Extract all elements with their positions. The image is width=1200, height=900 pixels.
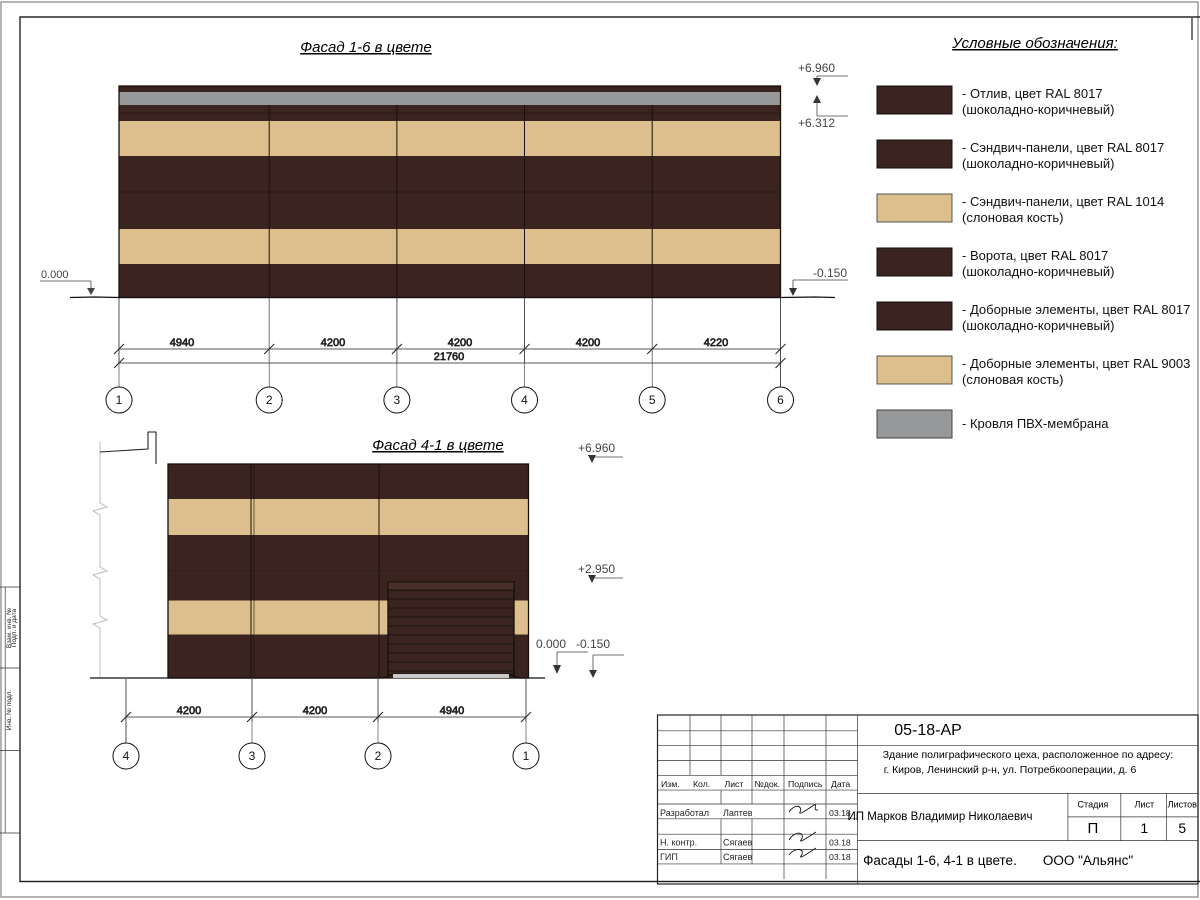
svg-text:03.18: 03.18: [829, 852, 851, 862]
svg-text:Подпись: Подпись: [788, 779, 823, 789]
svg-text:- Доборные элементы, цвет RAL: - Доборные элементы, цвет RAL 9003: [962, 356, 1190, 371]
svg-text:г. Киров, Ленинский р-н, ул.: г. Киров, Ленинский р-н, ул. Потребкоопе…: [884, 764, 1137, 776]
svg-text:5: 5: [649, 393, 656, 407]
svg-text:Сягаев: Сягаев: [723, 838, 752, 848]
svg-text:Стадия: Стадия: [1078, 800, 1109, 810]
svg-text:5: 5: [1178, 820, 1186, 836]
svg-text:4200: 4200: [177, 705, 201, 717]
svg-text:№док.: №док.: [755, 779, 780, 789]
svg-text:(шоколадно-коричневый): (шоколадно-коричневый): [962, 318, 1114, 333]
svg-text:3: 3: [394, 393, 401, 407]
svg-text:(слоновая кость): (слоновая кость): [962, 372, 1063, 387]
svg-text:Здание полиграфического цеха,: Здание полиграфического цеха, расположен…: [883, 749, 1174, 761]
svg-text:Фасады 1-6, 4-1 в цвете.: Фасады 1-6, 4-1 в цвете.: [863, 853, 1017, 868]
svg-text:- Кровля ПВХ-мембрана: - Кровля ПВХ-мембрана: [962, 416, 1109, 431]
svg-text:ГИП: ГИП: [660, 852, 678, 862]
svg-text:Листов: Листов: [1168, 800, 1197, 810]
svg-text:Кол.: Кол.: [693, 779, 710, 789]
svg-text:+6.312: +6.312: [798, 116, 835, 130]
svg-text:(шоколадно-коричневый): (шоколадно-коричневый): [962, 102, 1114, 117]
svg-text:Разработал: Разработал: [660, 808, 709, 818]
svg-text:Лист: Лист: [1135, 800, 1155, 810]
svg-text:Подп. и дата: Подп. и дата: [11, 608, 18, 647]
svg-text:1: 1: [116, 393, 123, 407]
svg-text:4200: 4200: [576, 337, 600, 349]
svg-text:Фасад 4-1 в цвете: Фасад 4-1 в цвете: [372, 437, 504, 454]
svg-text:05-18-АР: 05-18-АР: [894, 722, 962, 739]
svg-text:Дата: Дата: [831, 779, 850, 789]
svg-text:Условные обозначения:: Условные обозначения:: [951, 35, 1118, 52]
svg-text:- Отлив, цвет RAL 8017: - Отлив, цвет RAL 8017: [962, 86, 1103, 101]
svg-text:Лаптев: Лаптев: [723, 808, 753, 818]
svg-text:Н. контр.: Н. контр.: [660, 838, 697, 848]
svg-text:- Доборные элементы, цвет RAL: - Доборные элементы, цвет RAL 8017: [962, 302, 1190, 317]
svg-text:4: 4: [521, 393, 528, 407]
svg-text:21760: 21760: [434, 351, 465, 363]
svg-text:4220: 4220: [704, 337, 728, 349]
svg-text:(слоновая кость): (слоновая кость): [962, 210, 1063, 225]
svg-text:Инв. № подл.: Инв. № подл.: [6, 690, 13, 731]
svg-text:4: 4: [123, 749, 130, 763]
svg-text:Сягаев: Сягаев: [723, 852, 752, 862]
svg-text:4200: 4200: [321, 337, 345, 349]
svg-text:Лист: Лист: [725, 779, 744, 789]
svg-text:+6.960: +6.960: [578, 441, 615, 455]
svg-text:-0.150: -0.150: [576, 637, 610, 651]
svg-text:0.000: 0.000: [536, 637, 566, 651]
svg-text:ООО "Альянс": ООО "Альянс": [1043, 853, 1133, 868]
svg-text:1: 1: [1140, 820, 1148, 836]
svg-text:П: П: [1088, 820, 1099, 837]
svg-text:4940: 4940: [170, 337, 194, 349]
svg-text:- Сэндвич-панели, цвет RAL 101: - Сэндвич-панели, цвет RAL 1014: [962, 194, 1164, 209]
svg-text:Фасад 1-6 в цвете: Фасад 1-6 в цвете: [300, 39, 432, 56]
svg-text:4940: 4940: [440, 705, 464, 717]
svg-text:0.000: 0.000: [41, 269, 69, 281]
svg-text:-0.150: -0.150: [813, 266, 847, 280]
svg-text:03.18: 03.18: [829, 838, 851, 848]
svg-text:3: 3: [249, 749, 256, 763]
svg-text:+2.950: +2.950: [578, 562, 615, 576]
svg-text:1: 1: [523, 749, 530, 763]
svg-text:(шоколадно-коричневый): (шоколадно-коричневый): [962, 264, 1114, 279]
svg-text:4200: 4200: [303, 705, 327, 717]
svg-text:6: 6: [777, 393, 784, 407]
svg-text:- Ворота, цвет RAL 8017: - Ворота, цвет RAL 8017: [962, 248, 1108, 263]
svg-text:2: 2: [375, 749, 382, 763]
svg-text:4200: 4200: [448, 337, 472, 349]
svg-text:Изм.: Изм.: [661, 779, 680, 789]
svg-text:ИП Марков Владимир Николаевич: ИП Марков Владимир Николаевич: [848, 811, 1033, 823]
svg-text:- Сэндвич-панели, цвет RAL 801: - Сэндвич-панели, цвет RAL 8017: [962, 140, 1164, 155]
svg-text:2: 2: [266, 393, 273, 407]
svg-text:(шоколадно-коричневый): (шоколадно-коричневый): [962, 156, 1114, 171]
svg-text:+6.960: +6.960: [798, 61, 835, 75]
